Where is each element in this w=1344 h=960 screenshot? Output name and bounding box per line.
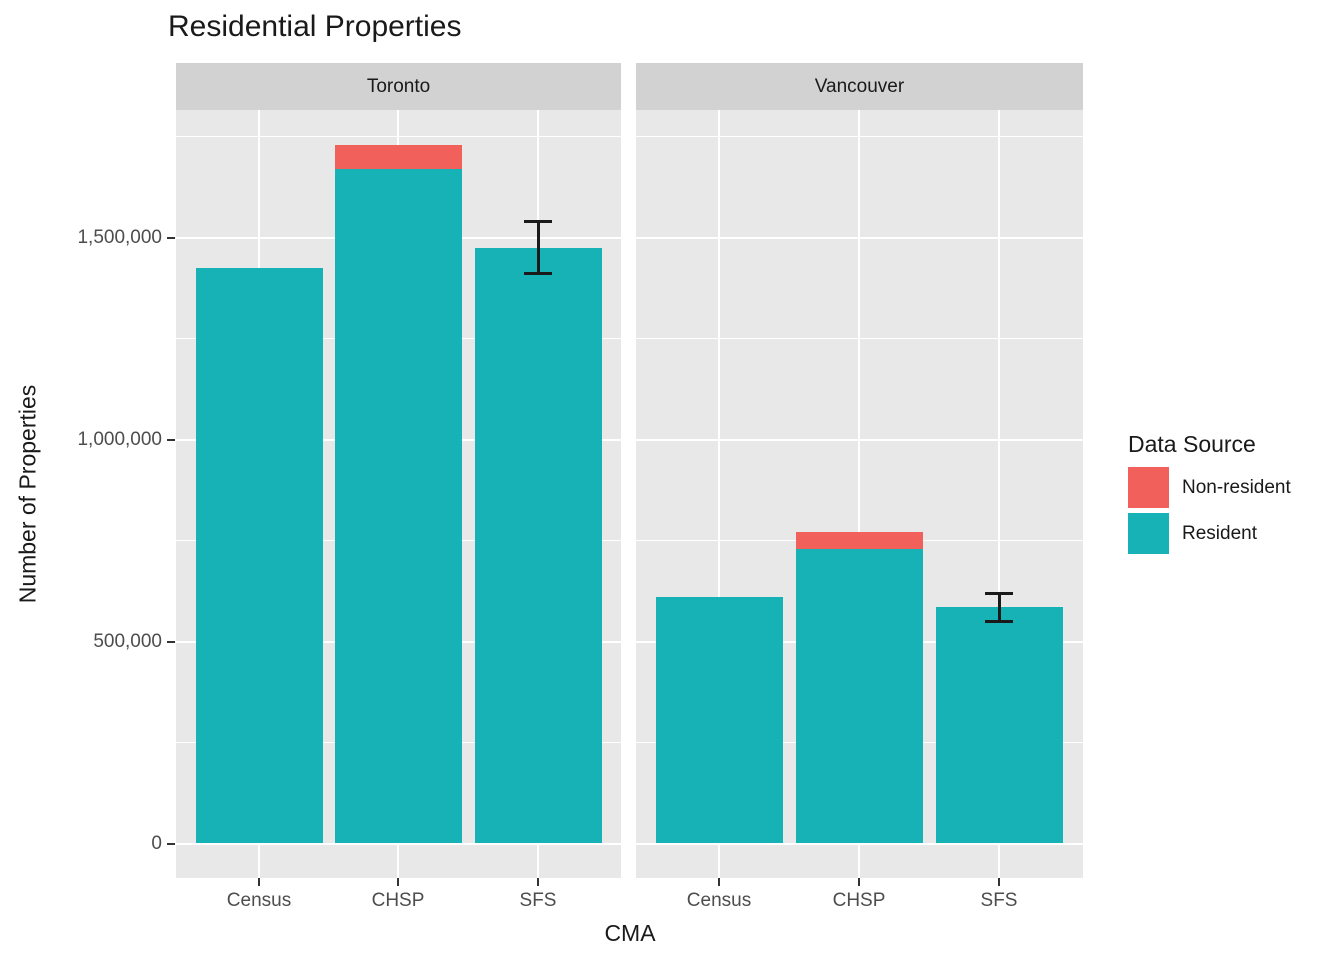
bar-segment-resident-sfs	[935, 607, 1063, 844]
bar-segment-resident-census	[195, 267, 323, 844]
gridline-major-horizontal	[636, 438, 1083, 441]
error-bar-cap	[985, 591, 1013, 595]
chart-title: Residential Properties	[168, 10, 462, 43]
legend-title: Data Source	[1128, 431, 1256, 457]
x-axis-tick	[858, 878, 860, 886]
gridline-major-vertical	[858, 110, 860, 878]
x-tick-label-chsp: CHSP	[832, 890, 886, 911]
x-axis-tick	[258, 878, 260, 886]
error-bar-stem	[997, 593, 1001, 622]
legend-swatch-non-resident-icon	[1128, 467, 1169, 508]
y-axis-tick	[167, 236, 175, 239]
gridline-major-horizontal	[636, 236, 1083, 239]
legend-entry-non-resident: Non-resident	[1128, 467, 1291, 508]
x-axis-tick	[998, 878, 1000, 886]
y-axis-tick	[167, 438, 175, 441]
x-tick-label-sfs: SFS	[980, 890, 1018, 911]
legend-entry-label: Non-resident	[1182, 476, 1291, 498]
facet-panel-toronto	[176, 110, 621, 878]
legend: Data Source Non-resident Resident	[1128, 429, 1291, 559]
legend-swatch-resident-icon	[1128, 513, 1169, 554]
x-tick-label-census: Census	[686, 890, 752, 911]
gridline-minor-horizontal	[176, 136, 621, 137]
y-tick-label: 1,000,000	[77, 428, 162, 450]
facet-strip-vancouver: Vancouver	[636, 63, 1083, 110]
gridline-major-vertical	[718, 110, 720, 878]
facet-strip-toronto: Toronto	[176, 63, 621, 110]
bar-segment-resident-census	[655, 597, 783, 844]
bar-segment-resident-chsp	[795, 548, 923, 844]
legend-entry-label: Resident	[1182, 522, 1257, 544]
facet-panel-vancouver	[636, 110, 1083, 878]
x-axis-tick	[537, 878, 539, 886]
error-bar-cap	[524, 272, 552, 276]
y-tick-label: 0	[151, 832, 162, 854]
error-bar-cap	[524, 219, 552, 223]
y-tick-label: 500,000	[93, 630, 162, 652]
legend-entry-resident: Resident	[1128, 513, 1291, 554]
gridline-major-horizontal	[176, 842, 621, 845]
facet-strip-label: Toronto	[366, 75, 431, 97]
error-bar-cap	[985, 619, 1013, 623]
y-axis-title: Number of Properties	[14, 384, 41, 604]
gridline-minor-horizontal	[636, 338, 1083, 339]
y-tick-label: 1,500,000	[77, 226, 162, 248]
gridline-major-horizontal	[636, 842, 1083, 845]
x-axis-tick	[397, 878, 399, 886]
x-axis-tick	[718, 878, 720, 886]
y-axis-tick	[167, 842, 175, 845]
x-tick-label-sfs: SFS	[519, 890, 557, 911]
error-bar-stem	[536, 221, 540, 274]
x-tick-label-chsp: CHSP	[371, 890, 425, 911]
y-axis-tick	[167, 640, 175, 643]
bar-segment-resident-chsp	[334, 168, 462, 844]
bar-segment-non-resident-chsp	[334, 144, 462, 169]
x-tick-label-census: Census	[226, 890, 292, 911]
bar-segment-non-resident-chsp	[795, 532, 923, 549]
gridline-major-vertical	[998, 110, 1000, 878]
x-axis-title: CMA	[604, 920, 656, 946]
facet-strip-label: Vancouver	[814, 75, 905, 97]
gridline-minor-horizontal	[636, 136, 1083, 137]
bar-segment-resident-sfs	[474, 247, 602, 844]
